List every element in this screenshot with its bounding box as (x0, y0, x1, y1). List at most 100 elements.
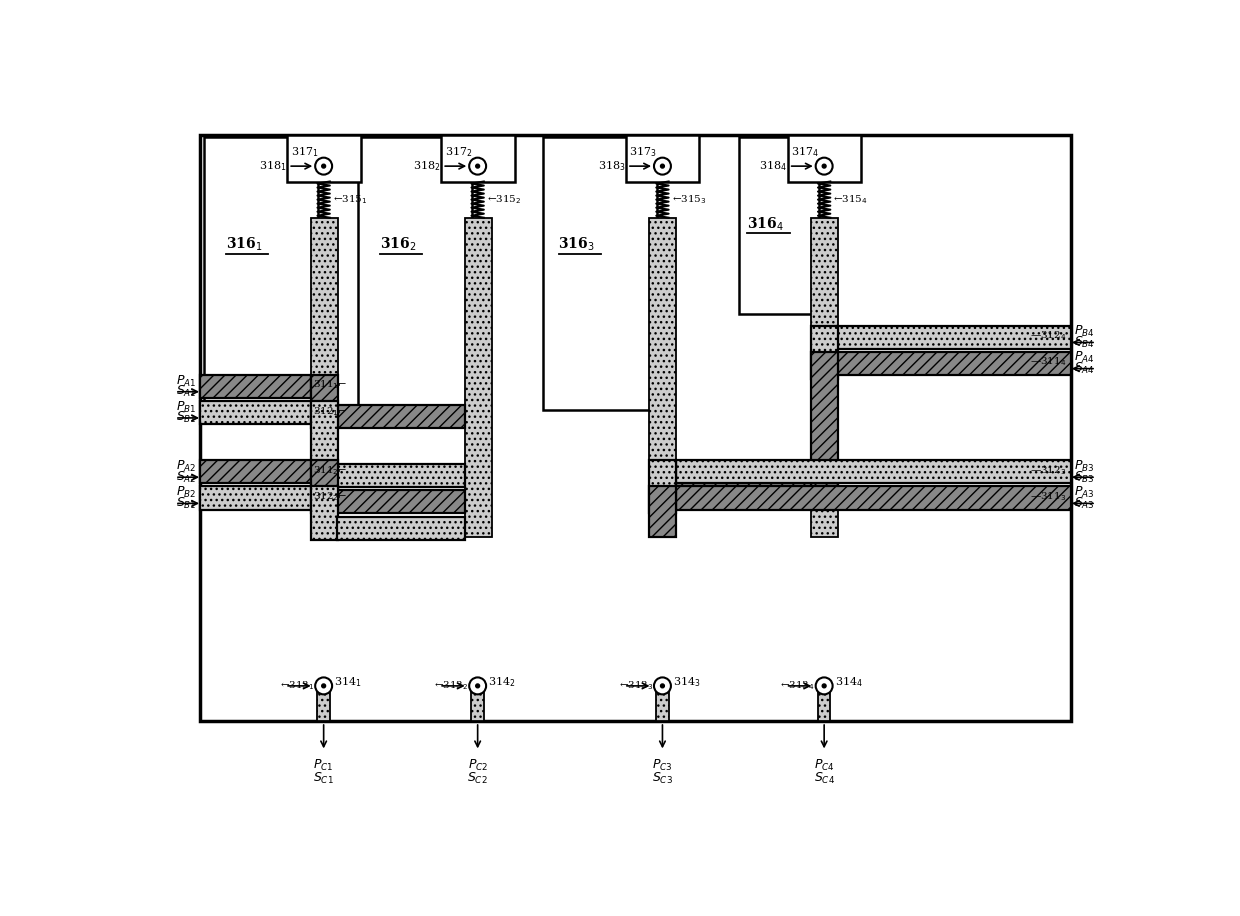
Bar (626, 136, 699, 181)
Text: 318$_2$: 318$_2$ (413, 159, 440, 173)
Text: $S_{B1}$: $S_{B1}$ (176, 410, 197, 425)
Circle shape (321, 684, 326, 688)
Bar (205, 136, 319, 410)
Bar (201, 375, 310, 398)
Bar (676, 486, 1070, 509)
Text: 314$_2$: 314$_2$ (489, 675, 516, 689)
Text: $S_{C2}$: $S_{C2}$ (467, 770, 489, 786)
Bar (471, 688, 484, 721)
Bar (818, 688, 831, 721)
Bar (837, 325, 1070, 349)
Text: $S_{B3}$: $S_{B3}$ (1074, 470, 1095, 485)
Text: 317$_1$: 317$_1$ (290, 146, 319, 159)
Text: 318$_1$: 318$_1$ (259, 159, 286, 173)
Bar (337, 490, 465, 513)
Circle shape (469, 158, 486, 175)
Text: $P_{A2}$: $P_{A2}$ (176, 459, 197, 474)
Text: —312$_3$: —312$_3$ (1030, 464, 1066, 477)
Bar (310, 486, 337, 540)
Bar (811, 325, 838, 378)
Text: $P_{B3}$: $P_{B3}$ (1074, 459, 1095, 474)
Bar (543, 136, 657, 410)
Text: $S_{B1}$: $S_{B1}$ (176, 496, 197, 511)
Bar (310, 460, 337, 513)
Text: $S_{A2}$: $S_{A2}$ (176, 470, 197, 485)
Text: 314$_3$: 314$_3$ (673, 675, 701, 689)
Text: ←315$_3$: ←315$_3$ (672, 193, 707, 205)
Bar (201, 460, 310, 484)
Circle shape (476, 164, 480, 168)
Bar (337, 518, 465, 540)
Text: $P_{B2}$: $P_{B2}$ (176, 485, 197, 500)
Text: $S_{A1}$: $S_{A1}$ (176, 384, 197, 399)
Text: $S_{A4}$: $S_{A4}$ (1074, 361, 1095, 376)
Circle shape (661, 164, 665, 168)
Circle shape (321, 164, 326, 168)
Bar (441, 136, 515, 181)
Text: 317$_2$: 317$_2$ (444, 146, 472, 159)
Text: 316$_2$: 316$_2$ (379, 236, 417, 254)
Text: ←313$_1$: ←313$_1$ (280, 680, 315, 692)
Text: $P_{A1}$: $P_{A1}$ (176, 374, 197, 388)
Text: 318$_3$: 318$_3$ (598, 159, 625, 173)
Circle shape (661, 684, 665, 688)
Text: $P_{C3}$: $P_{C3}$ (652, 758, 673, 773)
Bar (201, 136, 1070, 721)
Bar (787, 136, 861, 181)
Circle shape (315, 678, 332, 694)
Text: $S_{A3}$: $S_{A3}$ (1074, 496, 1095, 511)
Text: $P_{B4}$: $P_{B4}$ (1074, 324, 1095, 339)
Text: —312$_4$: —312$_4$ (1030, 330, 1066, 343)
Text: ←315$_4$: ←315$_4$ (833, 193, 868, 205)
Circle shape (469, 678, 486, 694)
Text: 311$_1$⌐: 311$_1$⌐ (312, 378, 347, 391)
Bar (288, 136, 361, 181)
Bar (811, 218, 838, 538)
Text: ←313$_3$: ←313$_3$ (619, 680, 653, 692)
Text: 312$_2$⌐: 312$_2$⌐ (312, 490, 347, 503)
Text: 314$_1$: 314$_1$ (335, 675, 362, 689)
Text: $P_{C4}$: $P_{C4}$ (813, 758, 835, 773)
Text: —311$_3$: —311$_3$ (1030, 490, 1066, 503)
Text: $S_{C1}$: $S_{C1}$ (314, 770, 334, 786)
Bar (201, 486, 310, 509)
Text: ←313$_4$: ←313$_4$ (780, 680, 815, 692)
Circle shape (476, 684, 480, 688)
Circle shape (816, 158, 832, 175)
Text: $S_{C3}$: $S_{C3}$ (652, 770, 673, 786)
Circle shape (653, 678, 671, 694)
Circle shape (315, 158, 332, 175)
Text: $P_{C1}$: $P_{C1}$ (314, 758, 334, 773)
Text: 314$_4$: 314$_4$ (835, 675, 863, 689)
Text: 316$_1$: 316$_1$ (226, 236, 262, 254)
Text: $S_{B4}$: $S_{B4}$ (1074, 335, 1095, 350)
Text: 318$_4$: 318$_4$ (759, 159, 787, 173)
Bar (739, 136, 818, 314)
Bar (317, 688, 330, 721)
Text: ←315$_1$: ←315$_1$ (332, 193, 367, 205)
Text: $P_{C2}$: $P_{C2}$ (467, 758, 487, 773)
Circle shape (822, 164, 826, 168)
Circle shape (822, 684, 826, 688)
Bar (465, 218, 491, 538)
Text: ←315$_2$: ←315$_2$ (487, 193, 521, 205)
Bar (310, 375, 337, 428)
Text: ←313$_2$: ←313$_2$ (434, 680, 469, 692)
Text: 316$_3$: 316$_3$ (558, 236, 595, 254)
Text: $P_{A3}$: $P_{A3}$ (1074, 485, 1095, 500)
Bar (650, 486, 676, 537)
Text: —311$_4$: —311$_4$ (1030, 355, 1066, 368)
Bar (676, 464, 811, 487)
Bar (310, 218, 337, 538)
Bar (310, 401, 337, 487)
Text: 311$_2$⌐: 311$_2$⌐ (312, 464, 347, 477)
Text: 317$_3$: 317$_3$ (630, 146, 657, 159)
Text: $S_{C4}$: $S_{C4}$ (813, 770, 835, 786)
Bar (358, 136, 472, 410)
Text: $P_{B1}$: $P_{B1}$ (176, 399, 197, 415)
Text: 316$_4$: 316$_4$ (748, 215, 784, 233)
Bar (337, 405, 465, 428)
Circle shape (816, 678, 832, 694)
Bar (676, 460, 1070, 484)
Bar (650, 218, 676, 538)
